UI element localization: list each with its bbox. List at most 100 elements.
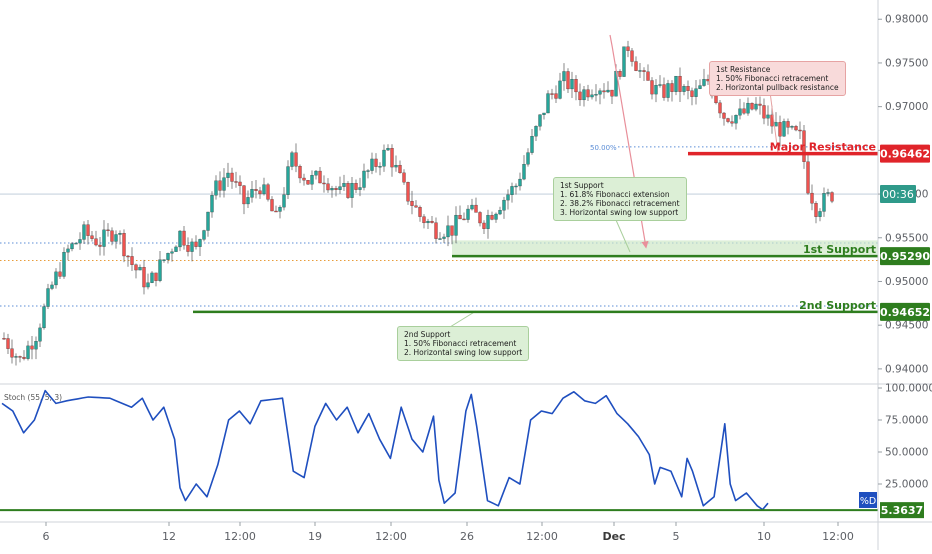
candle-up bbox=[310, 175, 314, 185]
candle-down bbox=[474, 204, 478, 213]
candle-down bbox=[566, 71, 570, 90]
candle-down bbox=[406, 182, 410, 202]
level-value-badge bbox=[880, 247, 930, 266]
support2-callout-tail bbox=[449, 310, 477, 328]
candle-down bbox=[346, 183, 350, 198]
price-tick-label: 0.95000 bbox=[885, 276, 928, 288]
candle-up bbox=[114, 234, 118, 242]
candle-down bbox=[2, 338, 6, 340]
candle-up bbox=[502, 199, 506, 211]
candle-up bbox=[314, 170, 318, 176]
candle-up bbox=[606, 89, 610, 93]
candle-up bbox=[622, 46, 626, 77]
candle-down bbox=[578, 91, 582, 101]
candle-down bbox=[274, 210, 278, 213]
candle-down bbox=[398, 164, 402, 174]
candle-up bbox=[118, 233, 122, 235]
candle-up bbox=[702, 79, 706, 86]
stoch-line bbox=[1, 389, 769, 511]
candle-up bbox=[74, 242, 78, 245]
candle-down bbox=[794, 126, 798, 131]
time-tick-label: 5 bbox=[673, 530, 680, 543]
candle-down bbox=[254, 189, 258, 191]
current-time-badge bbox=[880, 185, 916, 204]
candle-up bbox=[438, 238, 442, 240]
candle-down bbox=[482, 222, 486, 229]
candle-down bbox=[354, 183, 358, 190]
candle-up bbox=[598, 90, 602, 95]
candle-up bbox=[766, 114, 770, 119]
current-time-label: 00:36 bbox=[882, 188, 914, 201]
level-name: 1st Support bbox=[803, 243, 876, 256]
candle-down bbox=[270, 199, 274, 212]
candle-up bbox=[790, 126, 794, 128]
candle-down bbox=[478, 212, 482, 224]
candle-down bbox=[334, 188, 338, 190]
candle-down bbox=[22, 356, 26, 359]
candle-up bbox=[66, 248, 70, 253]
candle-down bbox=[678, 75, 682, 92]
candle-down bbox=[718, 102, 722, 114]
candle-down bbox=[802, 130, 806, 162]
candle-down bbox=[374, 158, 378, 167]
candle-down bbox=[318, 170, 322, 184]
candle-down bbox=[218, 180, 222, 191]
candle-down bbox=[758, 103, 762, 106]
candle-up bbox=[62, 252, 66, 277]
candle-up bbox=[682, 86, 686, 92]
candle-down bbox=[618, 70, 622, 77]
candle-up bbox=[826, 192, 830, 194]
candle-up bbox=[522, 164, 526, 180]
candle-up bbox=[358, 187, 362, 190]
candle-up bbox=[34, 341, 38, 350]
stoch-d-label: %D bbox=[860, 496, 876, 507]
candle-down bbox=[234, 181, 238, 183]
candle-down bbox=[798, 129, 802, 132]
candle-up bbox=[198, 239, 202, 247]
candle-up bbox=[290, 152, 294, 167]
time-tick-label: 19 bbox=[308, 530, 322, 543]
candle-up bbox=[394, 164, 398, 168]
candle-down bbox=[626, 46, 630, 51]
candle-up bbox=[442, 236, 446, 239]
candle-down bbox=[302, 177, 306, 181]
support2-note: 2nd Support 1. 50% Fibonacci retracement… bbox=[397, 326, 530, 361]
candle-down bbox=[294, 152, 298, 167]
candle-down bbox=[182, 230, 186, 246]
resistance-callout-tail bbox=[769, 91, 779, 154]
candle-down bbox=[98, 244, 102, 247]
time-tick-label: 12:00 bbox=[375, 530, 407, 543]
price-tick-label: 0.97000 bbox=[885, 101, 928, 113]
candle-up bbox=[494, 213, 498, 220]
time-tick-label: 10 bbox=[757, 530, 771, 543]
candle-down bbox=[686, 86, 690, 91]
candle-up bbox=[250, 189, 254, 198]
stoch-level-label: 5.3637 bbox=[881, 504, 923, 517]
candle-down bbox=[810, 192, 814, 204]
candle-up bbox=[818, 211, 822, 217]
time-tick-label: Dec bbox=[602, 530, 625, 543]
candle-down bbox=[630, 50, 634, 62]
time-tick-label: 6 bbox=[43, 530, 50, 543]
candle-down bbox=[662, 84, 666, 98]
candle-up bbox=[46, 288, 50, 307]
candle-up bbox=[486, 215, 490, 229]
candle-down bbox=[830, 192, 834, 202]
candle-up bbox=[162, 259, 166, 261]
candle-down bbox=[134, 264, 138, 271]
candle-up bbox=[150, 272, 154, 283]
price-tick-label: 0.95500 bbox=[885, 232, 928, 244]
candle-up bbox=[338, 186, 342, 190]
candle-down bbox=[30, 345, 34, 350]
level-value-badge bbox=[880, 144, 930, 163]
candle-up bbox=[226, 172, 230, 178]
candle-up bbox=[654, 85, 658, 95]
candle-up bbox=[590, 94, 594, 98]
candle-up bbox=[370, 158, 374, 171]
candle-up bbox=[78, 239, 82, 244]
candle-up bbox=[262, 184, 266, 195]
candle-up bbox=[282, 194, 286, 208]
candle-down bbox=[58, 271, 62, 277]
candle-up bbox=[26, 345, 30, 359]
